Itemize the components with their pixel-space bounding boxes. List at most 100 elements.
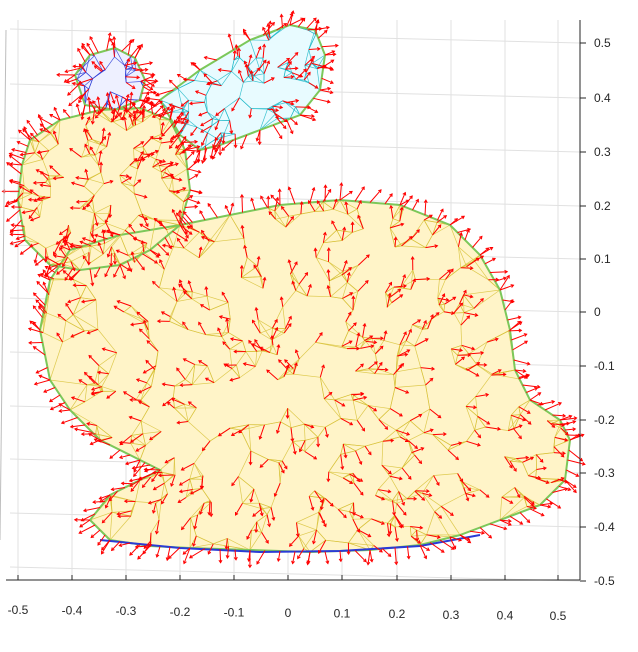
mesh-edge: [133, 186, 135, 194]
normal-arrow: [371, 336, 384, 341]
mesh-edge: [554, 427, 562, 438]
normal-arrow: [130, 479, 141, 492]
mesh-edge: [322, 201, 334, 210]
mesh-edge: [342, 282, 348, 299]
mesh-edge: [142, 431, 162, 435]
mesh-edge: [189, 463, 195, 480]
normal-arrow: [221, 139, 234, 151]
normal-arrow: [389, 222, 405, 229]
mesh-edge: [315, 342, 348, 349]
normal-arrow: [104, 213, 111, 224]
normal-arrow: [109, 91, 116, 105]
x-tick-label: -0.2: [170, 605, 191, 619]
mesh-edge: [176, 148, 180, 155]
normal-arrow: [283, 364, 290, 377]
normal-arrow: [38, 374, 51, 381]
mesh-edge: [134, 193, 143, 215]
normal-arrow: [510, 414, 527, 422]
mesh-edge: [73, 314, 99, 330]
normal-arrow: [33, 379, 51, 386]
normal-arrow: [504, 299, 514, 311]
normal-arrow: [90, 106, 96, 125]
mesh-edge: [196, 535, 214, 545]
mesh-edge: [450, 348, 456, 365]
normal-arrow: [70, 181, 85, 187]
mesh-edge: [185, 379, 193, 385]
bunny-base-edge: [99, 534, 481, 554]
mesh-edge: [341, 232, 353, 241]
normal-arrow: [263, 77, 275, 84]
normal-arrow: [53, 106, 61, 121]
normal-arrow: [155, 546, 161, 558]
normal-arrow: [341, 340, 353, 347]
normal-arrow: [401, 467, 412, 480]
normal-arrow: [161, 122, 174, 137]
normal-arrow: [410, 535, 422, 544]
normal-arrow: [250, 197, 256, 211]
mesh-edge: [131, 420, 142, 436]
normal-arrow: [229, 202, 235, 216]
mesh-edge: [73, 299, 97, 315]
normal-arrow: [306, 551, 311, 566]
normal-arrow: [276, 343, 281, 355]
normal-arrow: [450, 441, 463, 446]
mesh-edge: [192, 382, 215, 385]
normal-arrow: [431, 312, 440, 320]
normal-arrow: [319, 512, 327, 528]
mesh-edge: [90, 213, 95, 233]
mesh-edge: [187, 407, 197, 422]
mesh-edge: [499, 497, 525, 521]
mesh-edge: [238, 450, 252, 477]
mesh-edge: [201, 488, 211, 501]
normal-arrow: [277, 188, 282, 206]
normal-arrow: [206, 80, 218, 86]
normal-arrow: [508, 328, 523, 333]
mesh-edge: [477, 416, 486, 428]
mesh-edge: [389, 476, 399, 492]
mesh-edge: [511, 414, 521, 416]
normal-arrow: [283, 323, 292, 334]
normal-arrow: [70, 330, 85, 338]
normal-arrow: [461, 344, 476, 351]
mesh-edge: [389, 467, 403, 477]
mesh-edge: [239, 366, 256, 378]
mesh-edge: [259, 108, 268, 131]
mesh-edge: [126, 81, 141, 83]
mesh-edge: [474, 416, 478, 431]
normal-arrow: [168, 103, 183, 110]
normal-arrow: [160, 139, 174, 144]
normal-arrow: [118, 454, 131, 460]
mesh-edge: [266, 507, 272, 515]
mesh-edge: [328, 261, 343, 276]
mesh-edge: [119, 175, 122, 184]
mesh-edge: [240, 430, 252, 452]
normal-arrow: [281, 460, 288, 470]
mesh-edge: [80, 285, 87, 298]
normal-arrow: [304, 423, 315, 429]
mesh-edge: [198, 241, 210, 258]
mesh-edge: [101, 142, 107, 148]
normal-arrow: [129, 544, 141, 556]
mesh-edge: [328, 471, 344, 479]
normal-arrow: [9, 178, 21, 183]
mesh-edge: [466, 266, 489, 281]
normal-arrow: [137, 545, 151, 560]
normal-arrow: [178, 279, 185, 291]
normal-arrow: [161, 493, 168, 505]
mesh-edge: [450, 348, 458, 356]
normal-arrow: [44, 256, 61, 266]
normal-arrow: [419, 544, 431, 551]
mesh-edge: [135, 121, 143, 126]
mesh-edge: [88, 178, 104, 184]
mesh-edge: [323, 398, 342, 419]
normal-arrow: [138, 61, 154, 66]
normal-arrow: [266, 514, 272, 528]
normal-arrow: [29, 189, 39, 197]
mesh-edge: [243, 80, 254, 83]
mesh-edge: [147, 329, 150, 339]
normal-arrow: [146, 340, 159, 352]
normal-arrow: [182, 547, 191, 555]
normal-arrow: [69, 205, 80, 210]
mesh-edge: [47, 174, 61, 181]
normal-arrow: [71, 81, 85, 87]
